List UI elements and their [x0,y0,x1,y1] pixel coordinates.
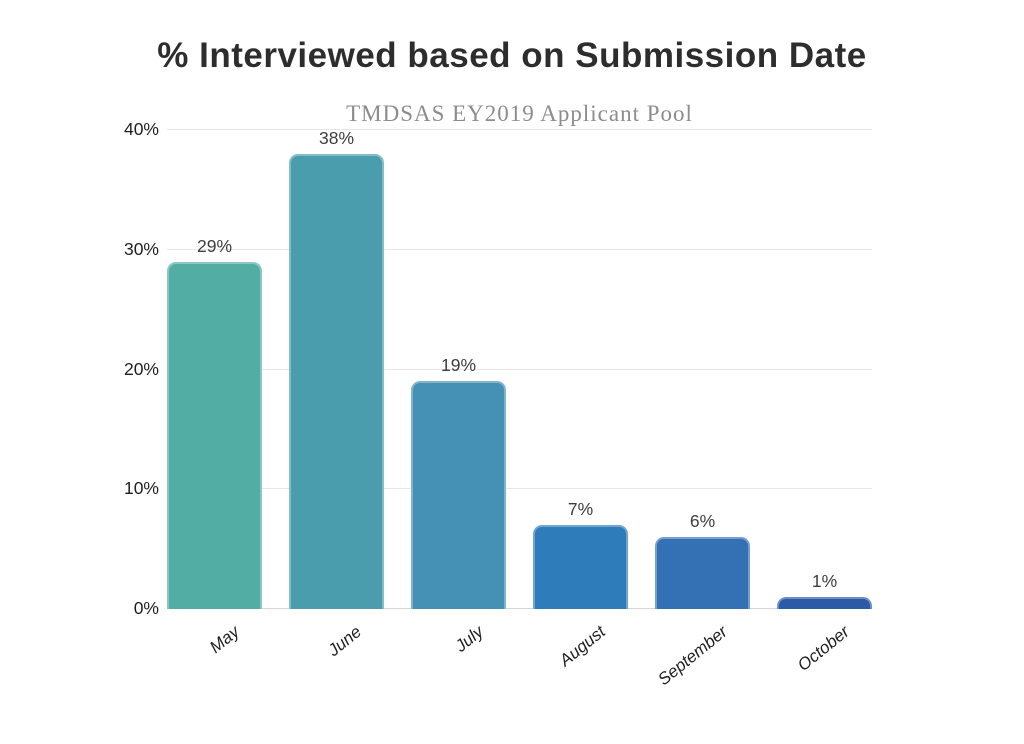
bar-value-label: 38% [318,127,355,148]
bar [655,537,750,609]
bar [167,261,262,609]
x-axis-label: October [793,622,853,675]
x-axis-label: June [323,622,365,660]
gridline [167,248,872,250]
y-axis-tick-label: 10% [123,478,159,499]
bar-value-label: 7% [567,499,594,520]
y-axis-tick-label: 40% [123,119,159,139]
bar [533,525,628,609]
x-axis-label: May [205,622,243,657]
plot-area: 29% 38% 19% 7% 6% 1% [167,127,872,609]
x-axis-line [167,608,872,609]
y-axis-tick-label: 20% [123,358,159,379]
chart-subtitle: TMDSAS EY2019 Applicant Pool [346,101,693,126]
y-axis-tick-label: 0% [133,598,159,618]
bar [289,153,384,609]
bar [777,597,872,609]
bar-value-label: 6% [689,511,716,532]
gridline [167,129,872,130]
x-axis-label: September [653,622,731,690]
chart-title: % Interviewed based on Submission Date [157,36,867,75]
gridline [167,488,872,490]
bar-value-label: 1% [811,571,838,592]
x-axis-label: July [451,622,487,656]
bar-value-label: 29% [196,235,233,256]
gridline [167,368,872,370]
x-axis-label: August [555,622,609,671]
bar-value-label: 19% [440,355,477,376]
bar [411,381,506,609]
y-axis-tick-label: 30% [123,238,159,259]
